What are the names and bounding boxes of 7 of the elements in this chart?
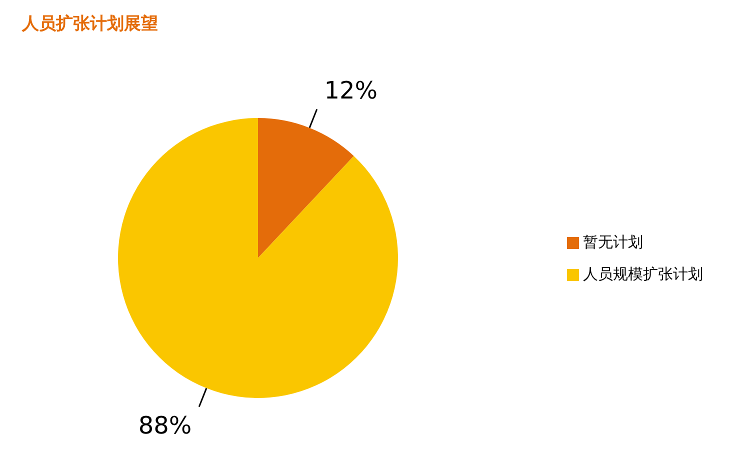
pie-slice	[258, 118, 354, 258]
data-label: 88%	[138, 411, 192, 440]
legend-label: 暂无计划	[583, 233, 643, 251]
chart-title: 人员扩张计划展望	[20, 13, 159, 36]
pie-slice	[118, 118, 398, 398]
legend-label: 人员规模扩张计划	[583, 265, 703, 283]
data-label: 12%	[324, 76, 378, 105]
